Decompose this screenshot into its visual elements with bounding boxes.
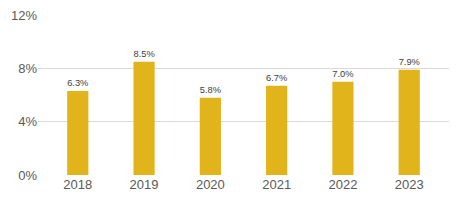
svg-text:2021: 2021 bbox=[262, 177, 291, 192]
svg-text:2019: 2019 bbox=[130, 177, 159, 192]
svg-text:2018: 2018 bbox=[63, 177, 92, 192]
svg-text:12%: 12% bbox=[11, 8, 37, 23]
svg-text:7.0%: 7.0% bbox=[332, 69, 353, 79]
svg-text:8.5%: 8.5% bbox=[133, 49, 154, 59]
svg-text:8%: 8% bbox=[18, 61, 37, 76]
svg-text:0%: 0% bbox=[18, 168, 37, 183]
svg-text:5.8%: 5.8% bbox=[200, 85, 221, 95]
svg-text:7.9%: 7.9% bbox=[399, 57, 420, 67]
svg-text:2022: 2022 bbox=[328, 177, 357, 192]
svg-text:2020: 2020 bbox=[196, 177, 225, 192]
svg-text:6.3%: 6.3% bbox=[67, 78, 88, 88]
svg-text:4%: 4% bbox=[18, 114, 37, 129]
svg-text:6.7%: 6.7% bbox=[266, 73, 287, 83]
svg-text:2023: 2023 bbox=[395, 177, 424, 192]
